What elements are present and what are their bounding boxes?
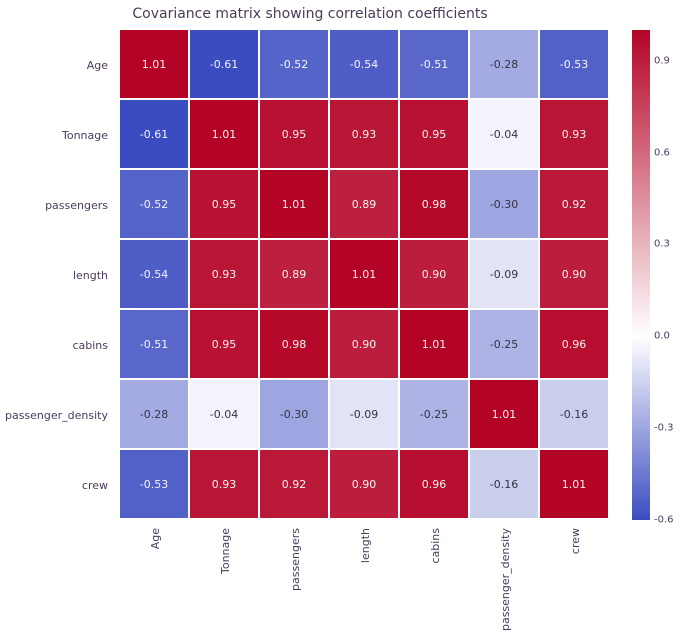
heatmap-cell: 0.96 [540, 310, 610, 380]
x-axis-ticks: AgeTonnagepassengerslengthcabinspassenge… [120, 522, 610, 620]
heatmap-cell: 0.95 [190, 310, 260, 380]
heatmap-cell: -0.51 [400, 30, 470, 100]
x-tick-label: cabins [400, 522, 470, 631]
heatmap-cell: 0.90 [330, 450, 400, 520]
heatmap-cell: -0.52 [260, 30, 330, 100]
y-tick-label: Age [0, 30, 116, 100]
heatmap-cell: -0.53 [120, 450, 190, 520]
colorbar-tick-label: 0.6 [654, 147, 670, 158]
heatmap-cell: 0.95 [400, 100, 470, 170]
x-tick-label: passenger_density [470, 522, 540, 631]
x-tick-label: passengers [260, 522, 330, 631]
heatmap-cell: -0.51 [120, 310, 190, 380]
colorbar-tick-label: 0.3 [654, 239, 670, 250]
x-tick-label: length [330, 522, 400, 631]
heatmap-cell: 1.01 [400, 310, 470, 380]
heatmap-cell: 0.93 [190, 240, 260, 310]
heatmap-cell: -0.54 [330, 30, 400, 100]
heatmap-cell: 0.95 [260, 100, 330, 170]
y-tick-label: passenger_density [0, 380, 116, 450]
heatmap-cell: 0.95 [190, 170, 260, 240]
heatmap-cell: 0.90 [540, 240, 610, 310]
heatmap-cell: -0.28 [470, 30, 540, 100]
heatmap-cell: -0.09 [330, 380, 400, 450]
heatmap-cell: 0.98 [400, 170, 470, 240]
heatmap-cell: 0.93 [540, 100, 610, 170]
heatmap-cell: 1.01 [540, 450, 610, 520]
heatmap-cell: 1.01 [190, 100, 260, 170]
colorbar [632, 30, 650, 520]
heatmap-cell: -0.53 [540, 30, 610, 100]
heatmap-cell: -0.25 [470, 310, 540, 380]
heatmap-cell: 0.89 [330, 170, 400, 240]
heatmap-cell: 1.01 [330, 240, 400, 310]
heatmap-cell: -0.54 [120, 240, 190, 310]
x-tick-label: Tonnage [190, 522, 260, 631]
x-tick-label: Age [120, 522, 190, 631]
heatmap-cell: 1.01 [120, 30, 190, 100]
colorbar-ticks: 0.90.60.30.0-0.3-0.6 [654, 30, 694, 520]
heatmap-cell: -0.04 [190, 380, 260, 450]
heatmap-cell: 1.01 [470, 380, 540, 450]
y-tick-label: crew [0, 450, 116, 520]
heatmap-cell: 0.92 [260, 450, 330, 520]
heatmap-cell: -0.16 [540, 380, 610, 450]
heatmap-cell: 0.89 [260, 240, 330, 310]
y-axis-ticks: AgeTonnagepassengerslengthcabinspassenge… [0, 30, 116, 520]
heatmap-cell: -0.30 [260, 380, 330, 450]
heatmap-cell: -0.61 [190, 30, 260, 100]
heatmap-grid: 1.01-0.61-0.52-0.54-0.51-0.28-0.53-0.611… [120, 30, 610, 520]
y-tick-label: length [0, 240, 116, 310]
x-tick-label: crew [540, 522, 610, 631]
heatmap-cell: 0.92 [540, 170, 610, 240]
y-tick-label: cabins [0, 310, 116, 380]
heatmap-cell: -0.30 [470, 170, 540, 240]
heatmap-cell: 0.96 [400, 450, 470, 520]
heatmap-plot: 1.01-0.61-0.52-0.54-0.51-0.28-0.53-0.611… [120, 30, 610, 520]
colorbar-tick-label: 0.9 [654, 55, 670, 66]
heatmap-cell: -0.61 [120, 100, 190, 170]
colorbar-tick-label: -0.3 [654, 423, 674, 434]
colorbar-tick-label: -0.6 [654, 515, 674, 526]
y-tick-label: Tonnage [0, 100, 116, 170]
chart-title: Covariance matrix showing correlation co… [0, 6, 620, 22]
heatmap-cell: 0.93 [330, 100, 400, 170]
heatmap-cell: -0.04 [470, 100, 540, 170]
heatmap-cell: -0.25 [400, 380, 470, 450]
heatmap-cell: 1.01 [260, 170, 330, 240]
heatmap-cell: 0.93 [190, 450, 260, 520]
heatmap-cell: -0.52 [120, 170, 190, 240]
heatmap-cell: -0.28 [120, 380, 190, 450]
heatmap-cell: -0.09 [470, 240, 540, 310]
y-tick-label: passengers [0, 170, 116, 240]
heatmap-cell: 0.90 [330, 310, 400, 380]
heatmap-cell: 0.98 [260, 310, 330, 380]
colorbar-tick-label: 0.0 [654, 331, 670, 342]
heatmap-cell: 0.90 [400, 240, 470, 310]
heatmap-cell: -0.16 [470, 450, 540, 520]
